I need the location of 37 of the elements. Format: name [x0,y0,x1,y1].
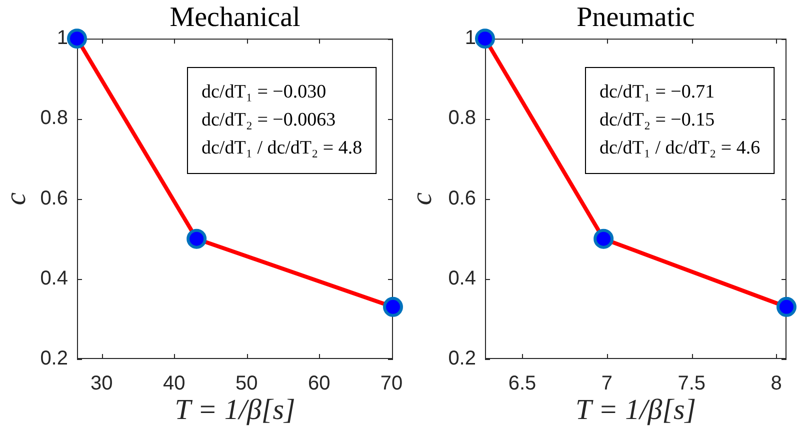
annotation: dc/dT₂ = −0.0063 [202,109,336,130]
point [186,228,207,249]
x-tick-label: 40 [162,372,186,395]
chart-title: Pneumatic [576,2,695,34]
y-tick-label: 0.8 [40,107,68,130]
chart-title: Mechanical [170,2,301,34]
x-tick-label: 7.5 [678,372,706,395]
y-tick-label: 1 [56,27,68,50]
x-tick-label: 30 [90,372,113,395]
annotation: dc/dT₁ = −0.030 [202,81,326,102]
x-tick-label: 6.5 [508,372,536,395]
y-tick-label: 0.4 [448,267,476,290]
annotation: dc/dT₁ = −0.71 [600,81,715,102]
x-axis-title: T = 1/β[s] [575,394,696,426]
y-tick-label: 0.4 [40,267,68,290]
y-tick-label: 0.8 [448,107,476,130]
point [67,28,87,49]
y-tick-label: 0.6 [448,187,476,210]
y-axis-title: c [406,192,438,206]
point [383,296,403,317]
x-tick-label: 7 [601,372,613,395]
x-tick-label: 60 [308,372,330,395]
y-tick-label: 1 [464,27,476,50]
x-tick-label: 8 [770,372,782,395]
y-tick-label: 0.6 [40,187,68,210]
x-tick-label: 50 [235,372,258,395]
annotation: dc/dT₁ / dc/dT₂ = 4.8 [202,137,362,158]
annotation: dc/dT₁ / dc/dT₂ = 4.6 [600,137,760,158]
x-tick-label: 70 [380,372,403,395]
x-axis-title: T = 1/β[s] [174,394,296,426]
point [475,28,495,49]
point [594,228,614,249]
point [776,296,796,317]
y-tick-label: 0.2 [448,348,476,370]
annotation: dc/dT₂ = −0.15 [600,109,715,130]
y-axis-title: c [0,192,32,206]
y-tick-label: 0.2 [40,348,68,370]
